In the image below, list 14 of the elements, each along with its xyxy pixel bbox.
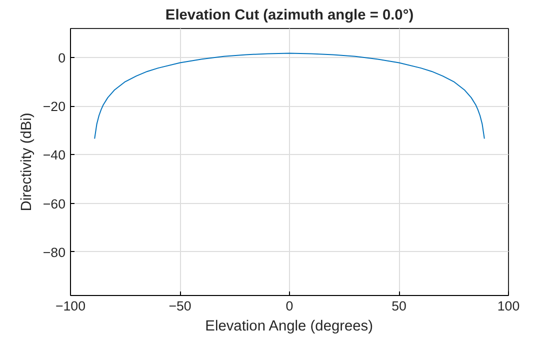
y-axis-title: Directivity (dBi) <box>18 112 35 212</box>
x-tick-label: −50 <box>168 298 192 314</box>
x-tick-label: 100 <box>497 298 520 314</box>
x-tick-label: 0 <box>286 298 294 314</box>
y-tick-label: −40 <box>42 148 66 163</box>
y-tick-label: −60 <box>42 196 66 212</box>
line-series <box>94 52 485 140</box>
y-tick-label: 0 <box>58 50 66 66</box>
y-tick-label: −20 <box>42 99 66 114</box>
x-axis-title: Elevation Angle (degrees) <box>205 318 374 334</box>
x-tick-label: 50 <box>392 298 406 314</box>
chart-title: Elevation Cut (azimuth angle = 0.0°) <box>165 8 414 24</box>
y-tick-label: −80 <box>42 244 66 260</box>
x-tick-label: −100 <box>55 298 86 314</box>
